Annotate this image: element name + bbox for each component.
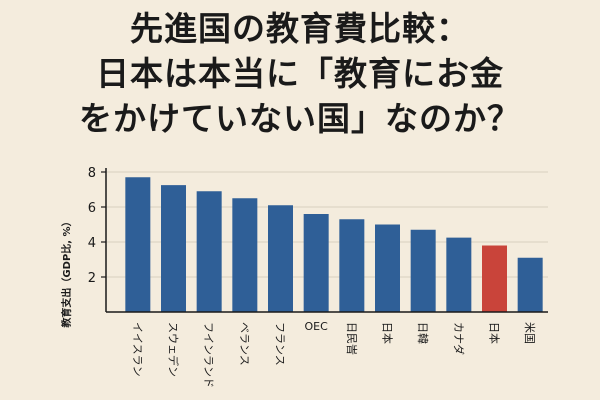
x-category-text-3: フインランド bbox=[202, 322, 215, 388]
bar-3 bbox=[196, 191, 222, 312]
bar-10 bbox=[446, 237, 472, 312]
x-category-label-2: スウェデン bbox=[167, 322, 181, 377]
x-category-label-4: ベランス bbox=[238, 322, 251, 366]
x-category-label-5: フランス bbox=[274, 322, 287, 366]
bar-1 bbox=[125, 177, 151, 312]
x-category-text-12: 米国 bbox=[523, 322, 536, 344]
x-category-text-5: フランス bbox=[274, 322, 287, 366]
title-line-2: 日本は本当に「教育にお金 bbox=[96, 54, 504, 93]
bar-9 bbox=[410, 229, 436, 312]
x-category-text-1: イイスラン bbox=[131, 322, 144, 377]
x-category-label-6: OEC bbox=[305, 320, 329, 333]
y-tick-label-8: 8 bbox=[88, 166, 96, 181]
bar-11 bbox=[482, 245, 507, 312]
x-category-text-10: カナダ bbox=[452, 322, 466, 355]
x-category-text-7: 日民旹 bbox=[345, 322, 359, 355]
y-tick-label-2: 2 bbox=[88, 271, 96, 286]
x-category-text-4: ベランス bbox=[238, 322, 251, 366]
x-category-label-3: フインランド bbox=[202, 322, 215, 388]
bar-2 bbox=[161, 185, 186, 312]
x-category-label-11: 日本 bbox=[488, 322, 502, 344]
bar-7 bbox=[339, 219, 365, 312]
chart-title: 先進国の教育費比較： 日本は本当に「教育にお金 をかけていない国」なのか？ bbox=[0, 6, 600, 141]
bars bbox=[125, 177, 543, 312]
bar-12 bbox=[517, 257, 543, 312]
x-category-text-6: OEC bbox=[305, 320, 329, 333]
y-tick-label-6: 6 bbox=[88, 201, 96, 216]
x-category-label-12: 米国 bbox=[523, 322, 536, 344]
y-tick-labels: 2 4 6 8 bbox=[88, 166, 96, 286]
x-category-text-11: 日本 bbox=[488, 322, 502, 344]
bar-4 bbox=[232, 198, 258, 312]
y-axis-label: 教育支出（GDP比, %） bbox=[60, 216, 73, 328]
bar-6 bbox=[303, 214, 329, 312]
bar-8 bbox=[375, 224, 400, 312]
x-category-label-8: 日本 bbox=[381, 322, 395, 344]
x-category-text-8: 日本 bbox=[381, 322, 395, 344]
x-category-label-9: 日韓 bbox=[416, 322, 429, 344]
bar-chart-svg: 2468 イイスラン スウェデン フインランド ベランス フランス OEC 日民旹 日本 日韓カ… bbox=[60, 166, 548, 388]
bar-5 bbox=[268, 205, 293, 312]
x-category-label-1: イイスラン bbox=[131, 322, 144, 377]
title-line-3: をかけていない国」なのか？ bbox=[79, 99, 521, 138]
x-category-label-10: カナダ bbox=[452, 322, 466, 355]
title-line-1: 先進国の教育費比較： bbox=[130, 9, 470, 48]
x-category-label-7: 日民旹 bbox=[345, 322, 359, 355]
x-category-labels: イイスラン スウェデン フインランド ベランス フランス OEC 日民旹 日本 日韓 カナダ 日本米… bbox=[131, 320, 536, 388]
axes bbox=[101, 168, 548, 313]
x-category-text-9: 日韓 bbox=[416, 322, 429, 344]
y-tick-label-4: 4 bbox=[88, 236, 96, 251]
x-category-text-2: スウェデン bbox=[167, 322, 181, 377]
